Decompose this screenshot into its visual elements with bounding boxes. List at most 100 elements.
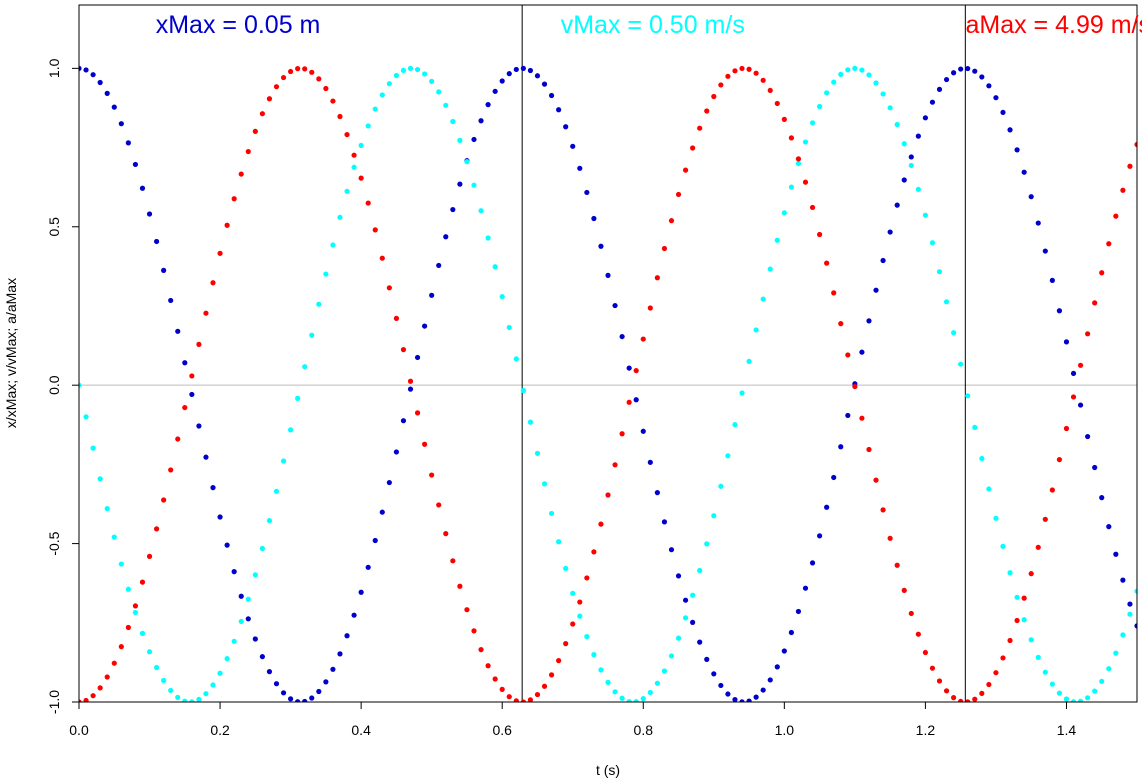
- point-a: [443, 531, 449, 537]
- point-v: [690, 592, 696, 598]
- y-tick-label: 1.0: [46, 58, 62, 78]
- point-a: [189, 373, 195, 379]
- point-a: [97, 685, 103, 691]
- point-x: [309, 695, 315, 701]
- point-x: [1028, 194, 1034, 200]
- point-a: [513, 698, 519, 702]
- point-v: [280, 458, 287, 464]
- series-v: [79, 65, 1137, 702]
- point-v: [866, 72, 872, 78]
- y-axis-label: x/xMax; v/vMax; a/aMax: [3, 278, 19, 428]
- point-v: [619, 695, 625, 701]
- point-v: [492, 264, 498, 270]
- point-v: [908, 162, 914, 169]
- point-v: [697, 567, 703, 574]
- point-v: [1007, 570, 1013, 576]
- point-a: [323, 85, 329, 92]
- point-v: [1056, 690, 1063, 696]
- point-v: [965, 393, 971, 399]
- point-x: [1113, 551, 1119, 557]
- annotation-xmax: xMax = 0.05 m: [156, 11, 321, 39]
- point-x: [965, 65, 971, 72]
- point-v: [436, 89, 442, 95]
- point-v: [90, 445, 96, 451]
- point-x: [1077, 402, 1084, 408]
- point-v: [838, 71, 844, 77]
- point-x: [795, 608, 802, 615]
- point-x: [760, 687, 766, 693]
- point-a: [1099, 270, 1105, 276]
- point-x: [153, 238, 160, 245]
- point-v: [429, 78, 435, 84]
- point-a: [1120, 187, 1126, 193]
- point-v: [711, 513, 717, 519]
- point-x: [351, 612, 357, 618]
- point-v: [358, 142, 364, 149]
- point-a: [556, 658, 562, 664]
- point-a: [654, 275, 660, 281]
- point-x: [541, 81, 548, 87]
- point-x: [238, 593, 244, 599]
- point-a: [626, 399, 632, 405]
- point-a: [485, 663, 491, 669]
- point-a: [273, 84, 280, 90]
- point-x: [1120, 577, 1126, 583]
- point-v: [880, 91, 886, 97]
- point-v: [753, 327, 759, 333]
- point-x: [746, 698, 752, 702]
- point-v: [852, 65, 858, 71]
- point-v: [189, 699, 195, 702]
- point-v: [372, 106, 378, 112]
- point-a: [647, 305, 653, 311]
- point-x: [1021, 169, 1027, 175]
- point-a: [732, 68, 738, 74]
- point-v: [993, 515, 999, 521]
- point-v: [1000, 543, 1006, 549]
- point-v: [83, 414, 89, 420]
- point-a: [788, 135, 794, 141]
- point-a: [951, 695, 957, 701]
- point-x: [802, 585, 809, 591]
- point-v: [485, 235, 491, 241]
- point-x: [824, 504, 830, 510]
- point-a: [711, 93, 717, 100]
- point-v: [668, 653, 675, 659]
- plot-border: [78, 4, 1138, 703]
- point-a: [337, 113, 343, 120]
- point-v: [471, 182, 477, 188]
- point-x: [323, 679, 329, 685]
- point-v: [443, 102, 449, 108]
- point-a: [400, 347, 407, 353]
- point-x: [1049, 277, 1055, 283]
- point-v: [393, 72, 399, 79]
- point-v: [591, 652, 597, 658]
- point-v: [161, 677, 167, 684]
- point-v: [951, 330, 957, 336]
- point-a: [153, 526, 160, 532]
- point-x: [79, 65, 82, 71]
- point-v: [168, 687, 174, 694]
- point-v: [1134, 588, 1137, 594]
- point-v: [1021, 617, 1027, 623]
- point-x: [704, 656, 710, 662]
- point-a: [414, 410, 421, 416]
- point-a: [196, 341, 202, 347]
- point-v: [682, 615, 689, 621]
- point-v: [1113, 650, 1119, 656]
- point-x: [732, 696, 738, 702]
- point-a: [598, 521, 604, 527]
- annotations: xMax = 0.05 m vMax = 0.50 m/s aMax = 4.99 …: [156, 11, 1142, 39]
- point-v: [1099, 678, 1105, 684]
- point-x: [210, 485, 216, 491]
- point-v: [266, 517, 273, 524]
- point-v: [1035, 654, 1041, 660]
- point-a: [1000, 655, 1006, 661]
- point-x: [1070, 370, 1077, 377]
- point-v: [640, 696, 646, 702]
- point-x: [908, 154, 914, 160]
- point-x: [831, 474, 837, 481]
- point-v: [633, 699, 639, 702]
- point-x: [943, 76, 950, 83]
- point-v: [231, 638, 237, 644]
